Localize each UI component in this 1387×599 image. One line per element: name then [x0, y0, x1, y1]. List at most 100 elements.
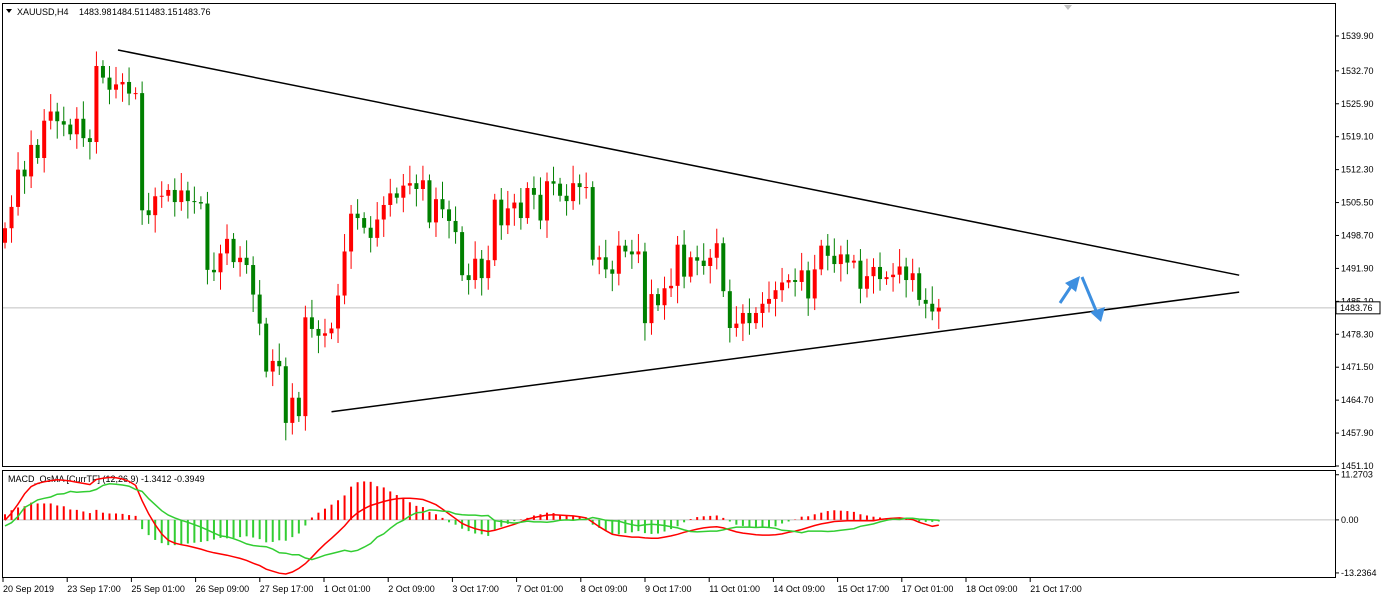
candle-body [22, 169, 27, 177]
candle-body [322, 333, 327, 336]
candle-body [277, 360, 282, 367]
candle-body [740, 312, 745, 324]
candle-body [845, 254, 850, 263]
candle-body [518, 202, 523, 219]
candle-body [453, 220, 458, 233]
candle-body [773, 290, 778, 299]
time-tick-label: 9 Oct 17:00 [645, 584, 692, 594]
time-tick-label: 20 Sep 2019 [3, 584, 54, 594]
candle-body [505, 208, 510, 226]
candle-body [531, 188, 536, 195]
candle-body [342, 251, 347, 296]
candle-body [375, 219, 380, 238]
candle-body [296, 397, 301, 417]
candle-body [9, 206, 14, 229]
triangle-upper-trendline [117, 49, 1240, 276]
candle-body [675, 244, 680, 286]
candle-body [734, 323, 739, 328]
price-tick-label: 1464.70 [1341, 395, 1374, 405]
candle-body [590, 187, 595, 260]
candle-body [35, 144, 40, 158]
candle-body [81, 118, 86, 139]
annotations [117, 49, 1240, 413]
candle-body [414, 183, 419, 189]
candle-body [832, 255, 837, 265]
candle-body [636, 251, 641, 255]
candle-body [94, 65, 99, 143]
candle-body [381, 204, 386, 220]
candle-body [460, 232, 465, 276]
candle-body [251, 265, 256, 295]
current-price-label: 1483.76 [1340, 303, 1373, 313]
price-tick-label: 1525.90 [1341, 99, 1374, 109]
candle-body [649, 294, 654, 324]
candle-body [486, 260, 491, 279]
candle-body [544, 181, 549, 221]
candle-body [100, 65, 105, 78]
candle-body [701, 260, 706, 266]
candle-body [564, 195, 569, 202]
candle-body [29, 144, 34, 177]
ohlc-close: 1483.76 [178, 7, 211, 17]
time-tick-label: 15 Oct 17:00 [838, 584, 890, 594]
candle-body [871, 266, 876, 277]
shift-marker-icon [1064, 5, 1072, 10]
candle-body [577, 183, 582, 188]
price-tick-label: 1532.70 [1341, 66, 1374, 76]
price-tick-label: 1498.70 [1341, 230, 1374, 240]
price-tick-label: 1478.30 [1341, 329, 1374, 339]
candle-body [558, 183, 563, 196]
macd-axis: 11.2703 0.00 -13.2364 [1335, 470, 1377, 578]
candle-body [55, 111, 60, 122]
candle-body [420, 180, 425, 189]
candle-body [786, 280, 791, 283]
candle-body [610, 269, 615, 274]
candle-body [433, 199, 438, 223]
arrow-down-head-icon [1090, 307, 1105, 322]
candle-body [146, 210, 151, 216]
candle-body [114, 84, 119, 90]
time-tick-label: 11 Oct 01:00 [709, 584, 760, 594]
candle-body [127, 81, 132, 94]
candle-body [492, 199, 497, 261]
arrow-up-shaft [1058, 284, 1074, 304]
macd-histogram [4, 481, 940, 546]
candle-body [910, 273, 915, 281]
price-tick-label: 1451.10 [1341, 461, 1374, 471]
candle-body [107, 77, 112, 90]
macd-line [4, 476, 939, 575]
candle-body [793, 280, 798, 282]
candle-body [179, 190, 184, 203]
macd-tick-label: -13.2364 [1341, 568, 1377, 578]
candle-body [682, 244, 687, 277]
candle-body [891, 274, 896, 278]
candle-body [825, 245, 830, 256]
candle-body [499, 199, 504, 226]
menu-triangle-icon[interactable] [6, 9, 12, 13]
candle-body [349, 213, 354, 252]
current-price-badge: 1483.76 [1335, 301, 1381, 315]
candle-body [923, 299, 928, 304]
candle-body [427, 180, 432, 223]
time-tick-label: 23 Sep 17:00 [67, 584, 121, 594]
candle-body [48, 111, 53, 121]
candle-body [551, 181, 556, 184]
candle-body [440, 199, 445, 210]
candle-body [172, 189, 177, 203]
candle-body [864, 276, 869, 289]
candle-body [283, 366, 288, 423]
candle-body [851, 260, 856, 263]
price-tick-label: 1491.90 [1341, 263, 1374, 273]
candle-body [688, 257, 693, 277]
candle-body [388, 193, 393, 205]
candle-body [225, 238, 230, 254]
candle-body [642, 251, 647, 324]
price-axis: 1539.90 1532.70 1525.90 1519.10 1512.30 1505.… [1335, 31, 1374, 471]
time-tick-label: 27 Sep 17:00 [260, 584, 314, 594]
candle-body [812, 269, 817, 299]
candle-body [211, 269, 216, 273]
candle-body [538, 194, 543, 221]
candle-body [394, 193, 399, 198]
candle-body [159, 195, 164, 197]
